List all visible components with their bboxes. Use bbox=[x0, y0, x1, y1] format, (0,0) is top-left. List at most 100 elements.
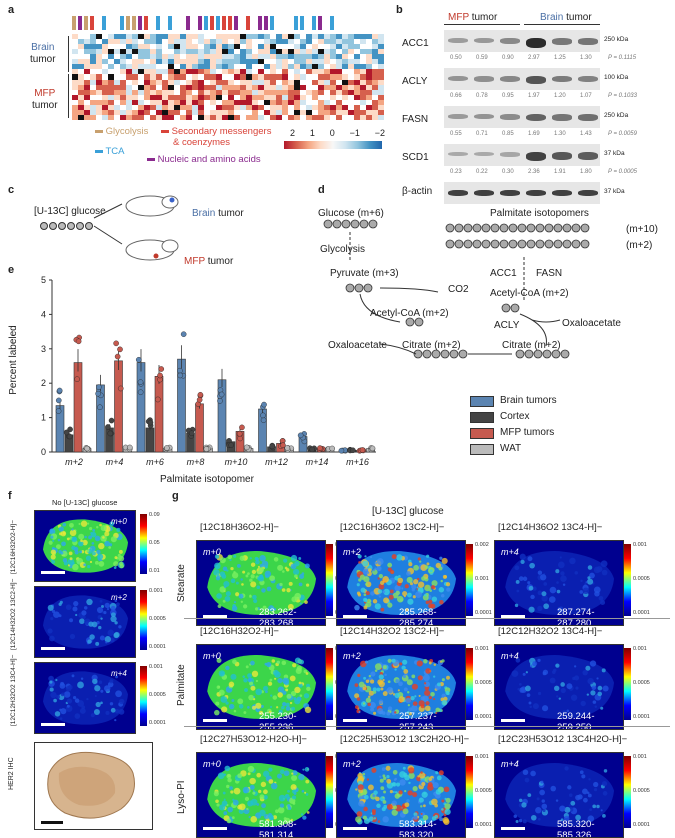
msi-pixel bbox=[88, 526, 93, 531]
heatmap-cell bbox=[126, 44, 132, 50]
msi-pixel bbox=[406, 571, 411, 576]
heatmap-cell bbox=[270, 39, 276, 45]
msi-pixel bbox=[96, 606, 104, 614]
heatmap-cell bbox=[84, 99, 90, 105]
heatmap-cell bbox=[198, 64, 204, 70]
msi-pixel bbox=[242, 786, 250, 794]
heatmap-cell bbox=[162, 109, 168, 115]
msi-pixel bbox=[50, 549, 56, 555]
glucose-beads bbox=[40, 222, 93, 230]
msi-pixel bbox=[433, 663, 437, 667]
x-tick-label: m+14 bbox=[306, 457, 329, 467]
msi-pixel bbox=[569, 793, 573, 797]
heatmap-cell bbox=[90, 49, 96, 55]
heatmap-cell bbox=[348, 74, 354, 80]
data-point bbox=[284, 445, 291, 451]
heatmap-cell bbox=[354, 109, 360, 115]
msi-pixel bbox=[240, 578, 243, 581]
heatmap-cell bbox=[126, 69, 132, 75]
msi-pixel bbox=[233, 709, 237, 713]
heatmap-cell bbox=[198, 39, 204, 45]
msi-pixel bbox=[540, 780, 544, 784]
heatmap-cell bbox=[198, 99, 204, 105]
msi-pixel bbox=[299, 694, 303, 697]
msi-pixel bbox=[73, 696, 77, 700]
msi-pixel bbox=[365, 591, 370, 596]
colorbar bbox=[326, 756, 333, 828]
heatmap-cell bbox=[78, 74, 84, 80]
msi-pixel bbox=[423, 792, 426, 795]
heatmap-cell bbox=[276, 44, 282, 50]
msi-pixel bbox=[420, 771, 423, 774]
msi-pixel bbox=[49, 687, 54, 692]
msi-pixel bbox=[90, 713, 95, 718]
data-point bbox=[75, 338, 82, 345]
msi-pixel bbox=[386, 775, 390, 779]
msi-pixel bbox=[407, 690, 410, 694]
msi-pixel bbox=[269, 575, 276, 582]
heatmap-cell bbox=[252, 54, 258, 60]
msi-pixel bbox=[589, 572, 595, 579]
msi-pixel bbox=[244, 688, 248, 693]
heatmap-cell bbox=[216, 64, 222, 70]
heatmap-cell bbox=[156, 114, 162, 120]
heatmap-cell bbox=[378, 64, 384, 70]
msi-pixel bbox=[417, 557, 421, 561]
heatmap-cell bbox=[204, 34, 210, 40]
msi-pixel bbox=[256, 585, 261, 590]
heatmap-cell bbox=[174, 74, 180, 80]
heatmap-cell bbox=[96, 94, 102, 100]
bar-mfp-tumors bbox=[195, 403, 204, 453]
msi-pixel bbox=[117, 553, 121, 557]
heatmap-cell bbox=[114, 44, 120, 50]
msi-pixel bbox=[385, 765, 391, 771]
glucose-bead bbox=[350, 219, 360, 229]
msi-pixel bbox=[291, 772, 294, 775]
heatmap-cell bbox=[306, 69, 312, 75]
msi-pixel bbox=[294, 698, 301, 705]
heatmap-cell bbox=[240, 49, 246, 55]
msi-pixel bbox=[103, 611, 107, 615]
msi-pixel bbox=[587, 815, 595, 822]
msi-pixel bbox=[300, 813, 304, 816]
heatmap-cell bbox=[330, 79, 336, 85]
msi-pixel bbox=[237, 773, 243, 779]
msi-pixel bbox=[394, 668, 397, 671]
msi-pixel bbox=[511, 670, 519, 677]
image-tag: m+4 bbox=[501, 651, 519, 661]
image-tag: m+0 bbox=[111, 517, 127, 526]
msi-pixel bbox=[365, 581, 372, 588]
msi-pixel bbox=[357, 554, 362, 559]
heatmap-cell bbox=[96, 59, 102, 65]
msi-pixel bbox=[263, 685, 269, 692]
heatmap-cell bbox=[270, 54, 276, 60]
msi-pixel bbox=[358, 681, 365, 688]
msi-pixel bbox=[95, 701, 101, 708]
citrate2-bead bbox=[542, 349, 552, 359]
msi-pixel bbox=[378, 680, 385, 688]
msi-pixel bbox=[443, 786, 450, 793]
msi-pixel bbox=[118, 555, 125, 562]
data-point bbox=[203, 446, 210, 452]
msi-pixel bbox=[282, 702, 287, 707]
heatmap-cell bbox=[126, 94, 132, 100]
glucose-bead bbox=[323, 219, 333, 229]
blot-band bbox=[500, 38, 520, 44]
her2-ihc-label: HER2 IHC bbox=[8, 757, 15, 790]
msi-pixel bbox=[396, 554, 403, 561]
heatmap-cell bbox=[282, 94, 288, 100]
data-point bbox=[55, 397, 62, 404]
msi-pixel bbox=[535, 807, 542, 814]
msi-pixel bbox=[305, 583, 310, 587]
msi-pixel bbox=[60, 692, 65, 697]
heatmap-cell bbox=[162, 99, 168, 105]
msi-pixel bbox=[98, 680, 103, 684]
msi-pixel bbox=[397, 689, 400, 692]
heatmap-cell bbox=[144, 109, 150, 115]
heatmap-cell bbox=[288, 109, 294, 115]
heatmap-cell bbox=[198, 84, 204, 90]
mz-range: 283.262-283.268 bbox=[259, 607, 297, 626]
colorbar-tick: 0.001 bbox=[633, 542, 647, 548]
image-tag: m+0 bbox=[203, 547, 221, 557]
heatmap-cell bbox=[312, 34, 318, 40]
